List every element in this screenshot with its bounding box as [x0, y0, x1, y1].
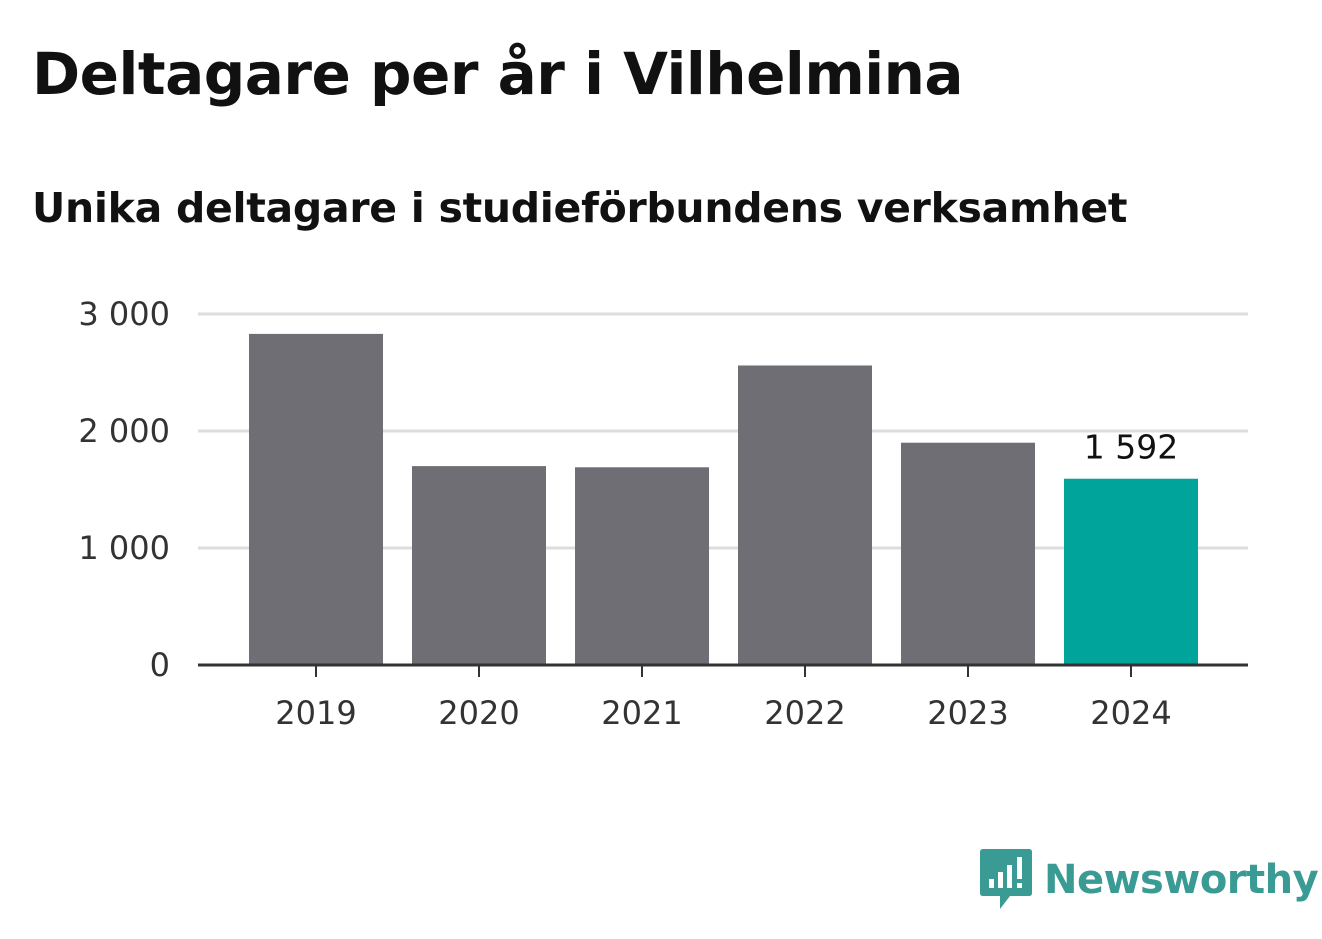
y-tick-label: 0 — [150, 646, 170, 684]
y-axis-tick-labels: 0 1 000 2 000 3 000 — [78, 295, 170, 684]
x-tick-label: 2019 — [275, 694, 356, 732]
logo-text: Newsworthy — [1044, 857, 1319, 903]
bar-2024 — [1064, 478, 1198, 665]
bar-2023 — [901, 442, 1035, 665]
y-tick-label: 1 000 — [78, 529, 170, 567]
newsworthy-chart-bubble-icon — [980, 849, 1032, 909]
bar-2021 — [575, 467, 709, 665]
bar-2022 — [738, 365, 872, 665]
bar-2020 — [412, 466, 546, 665]
bars — [249, 333, 1198, 665]
chart-subtitle: Unika deltagare i studieförbundens verks… — [32, 184, 1128, 232]
data-labels: 1 592 — [1084, 428, 1178, 467]
y-tick-label: 2 000 — [78, 412, 170, 450]
y-tick-label: 3 000 — [78, 295, 170, 333]
x-tick-label: 2022 — [764, 694, 845, 732]
newsworthy-logo: Newsworthy — [980, 848, 1319, 912]
x-axis — [198, 663, 1248, 677]
x-tick-label: 2020 — [438, 694, 519, 732]
x-tick-label: 2024 — [1090, 694, 1171, 732]
bar-2019 — [249, 333, 383, 665]
x-axis-tick-labels: 2019 2020 2021 2022 2023 2024 — [275, 694, 1171, 732]
x-tick-label: 2023 — [927, 694, 1008, 732]
x-tick-label: 2021 — [601, 694, 682, 732]
data-label: 1 592 — [1084, 428, 1178, 467]
chart-title: Deltagare per år i Vilhelmina — [32, 40, 964, 108]
